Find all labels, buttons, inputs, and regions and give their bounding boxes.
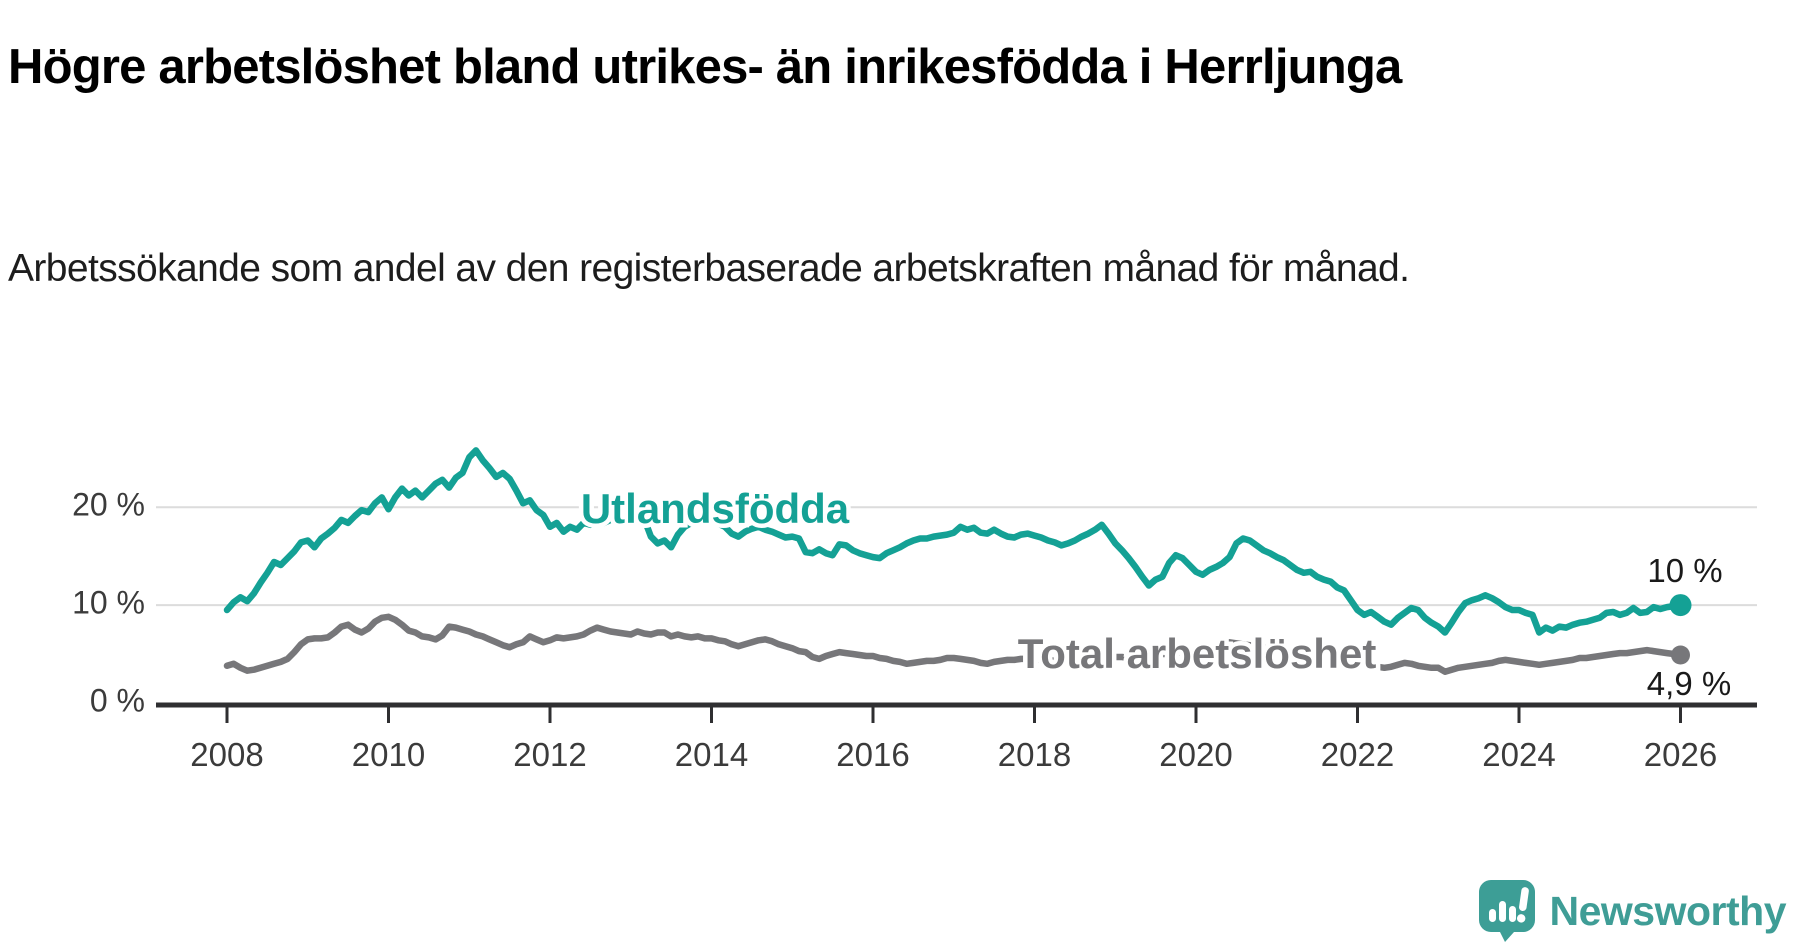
series-line-total — [223, 613, 1684, 675]
end-value-total: 4,9 % — [1647, 665, 1731, 702]
x-axis-label-2022: 2022 — [1321, 736, 1394, 773]
logo-bar-2 — [1498, 901, 1506, 922]
logo-bar-3 — [1508, 906, 1516, 922]
series-label-utlandsfodda: Utlandsfödda — [581, 485, 850, 532]
x-axis-label-2020: 2020 — [1159, 736, 1232, 773]
end-value-utlandsfodda: 10 % — [1647, 552, 1722, 589]
page-subtitle: Arbetssökande som andel av den registerb… — [8, 247, 1410, 290]
logo-bar-1 — [1488, 909, 1496, 922]
x-axis-label-2014: 2014 — [675, 736, 748, 773]
newsworthy-logo-text: Newsworthy — [1549, 887, 1787, 934]
logo-exclamation — [1516, 887, 1529, 923]
series-end-dot-total — [1671, 645, 1690, 665]
y-axis-label-20: 20 % — [72, 487, 145, 523]
x-axis-label-2012: 2012 — [513, 736, 586, 773]
y-axis-label-10: 10 % — [72, 585, 145, 621]
y-axis-label-0: 0 % — [90, 682, 145, 718]
x-axis-label-2008: 2008 — [190, 736, 263, 773]
series-end-dot-utlandsfodda — [1669, 594, 1692, 617]
x-axis-label-2026: 2026 — [1644, 736, 1717, 773]
newsworthy-logo: Newsworthy — [1478, 878, 1787, 944]
x-axis-label-2018: 2018 — [998, 736, 1071, 773]
newsworthy-logo-icon — [1478, 880, 1535, 942]
page-title: Högre arbetslöshet bland utrikes- än inr… — [8, 39, 1402, 94]
x-axis-label-2010: 2010 — [352, 736, 425, 773]
series-line-utlandsfodda — [223, 447, 1684, 636]
x-axis-label-2024: 2024 — [1482, 736, 1555, 773]
x-axis-label-2016: 2016 — [836, 736, 909, 773]
series-label-total: Total arbetslöshet — [1018, 630, 1377, 677]
